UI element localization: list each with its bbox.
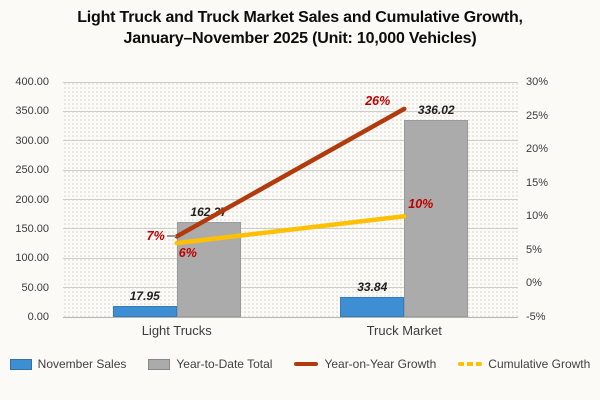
right-axis-tick-label: 20% bbox=[526, 143, 549, 156]
left-axis-tick-label: 100.00 bbox=[15, 252, 49, 265]
line-point-label-year-on-year-growth-light-trucks: 7% bbox=[146, 229, 165, 244]
gridline bbox=[63, 81, 518, 83]
gridline bbox=[63, 287, 518, 289]
left-axis-tick-label: 250.00 bbox=[15, 164, 49, 177]
legend-marker-year-to-date-total-icon bbox=[148, 358, 171, 370]
right-axis-tick-label: 0% bbox=[526, 277, 542, 290]
chart-title: Light Truck and Truck Market Sales and C… bbox=[0, 7, 600, 49]
legend-item-year-to-date-total: Year-to-Date Total bbox=[148, 357, 272, 371]
left-axis-tick-label: 200.00 bbox=[15, 193, 49, 206]
left-axis-tick-label: 300.00 bbox=[15, 134, 49, 147]
gridline bbox=[63, 199, 518, 200]
bar-value-label-year-to-date-total-truck-market: 336.02 bbox=[417, 102, 455, 117]
line-series-layer bbox=[174, 106, 407, 246]
line-point-label-year-on-year-growth-truck-market: 26% bbox=[365, 93, 391, 108]
gridline bbox=[63, 140, 518, 142]
legend-marker-cumulative-growth-icon bbox=[458, 362, 483, 366]
bar-november-sales-light-trucks bbox=[112, 306, 177, 317]
right-axis-tick-label: 15% bbox=[526, 176, 549, 189]
bar-value-label-november-sales-truck-market: 33.84 bbox=[357, 280, 388, 295]
line-year-on-year-growth bbox=[174, 106, 407, 239]
line-point-label-cumulative-growth-truck-market: 10% bbox=[408, 197, 434, 212]
legend-label: Year-to-Date Total bbox=[176, 357, 273, 371]
line-cumulative-growth bbox=[174, 214, 407, 246]
right-axis-tick-label: 10% bbox=[526, 210, 549, 223]
legend: November Sales Year-to-Date Total Year-on-… bbox=[0, 357, 600, 371]
gridline bbox=[63, 110, 518, 112]
bar-value-label-november-sales-light-trucks: 17.95 bbox=[129, 289, 160, 304]
right-axis-tick-label: 5% bbox=[526, 243, 542, 256]
gridline bbox=[63, 257, 518, 259]
left-axis-tick-label: 350.00 bbox=[15, 105, 49, 118]
category-label-light-trucks: Light Trucks bbox=[141, 323, 212, 338]
left-axis-tick-label: 150.00 bbox=[15, 222, 49, 235]
left-axis-tick-label: 0.00 bbox=[27, 311, 49, 323]
legend-label: Year-on-Year Growth bbox=[324, 357, 437, 371]
left-axis-tick-label: 400.00 bbox=[15, 76, 49, 88]
plot-area: 17.95 33.84 162.37 336.02 7% 26% 6% 10% bbox=[63, 81, 518, 318]
chart-title-line2: January–November 2025 (Unit: 10,000 Vehi… bbox=[123, 30, 477, 47]
bar-november-sales-truck-market bbox=[340, 297, 405, 317]
right-axis-tick-label: -5% bbox=[526, 311, 546, 323]
legend-item-november-sales: November Sales bbox=[9, 357, 127, 371]
right-axis-tick-label: 25% bbox=[526, 109, 549, 122]
gridline bbox=[63, 316, 518, 318]
legend-label: November Sales bbox=[37, 357, 127, 371]
legend-item-cumulative-growth: Cumulative Growth bbox=[458, 357, 590, 371]
legend-marker-november-sales-icon bbox=[9, 358, 32, 370]
right-axis-tick-label: 30% bbox=[526, 76, 549, 88]
label-leader-line bbox=[166, 235, 176, 237]
category-label-truck-market: Truck Market bbox=[366, 323, 442, 338]
legend-item-year-on-year-growth: Year-on-Year Growth bbox=[294, 357, 436, 371]
left-axis-tick-label: 50.00 bbox=[21, 281, 49, 294]
line-point-label-cumulative-growth-light-trucks: 6% bbox=[178, 246, 197, 261]
legend-marker-year-on-year-growth-icon bbox=[294, 362, 319, 366]
legend-label: Cumulative Growth bbox=[488, 357, 591, 371]
chart-title-line1: Light Truck and Truck Market Sales and C… bbox=[77, 9, 523, 26]
